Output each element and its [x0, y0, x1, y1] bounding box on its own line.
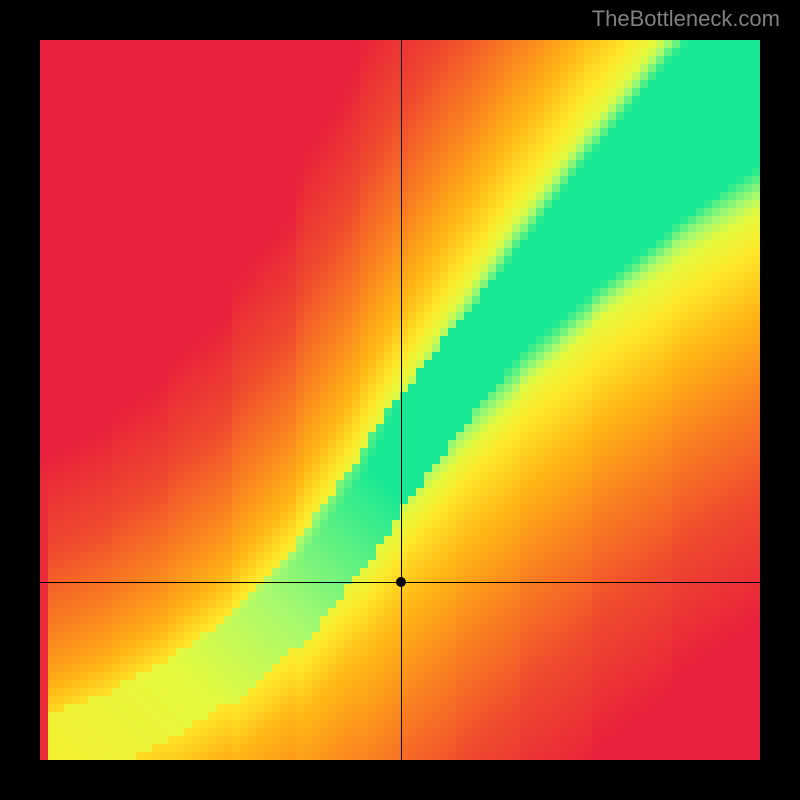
data-point-marker — [396, 577, 406, 587]
watermark-text: TheBottleneck.com — [592, 6, 780, 32]
heatmap-canvas — [40, 40, 760, 760]
chart-container: TheBottleneck.com — [0, 0, 800, 800]
crosshair-vertical — [401, 40, 402, 760]
heatmap-plot — [40, 40, 760, 760]
